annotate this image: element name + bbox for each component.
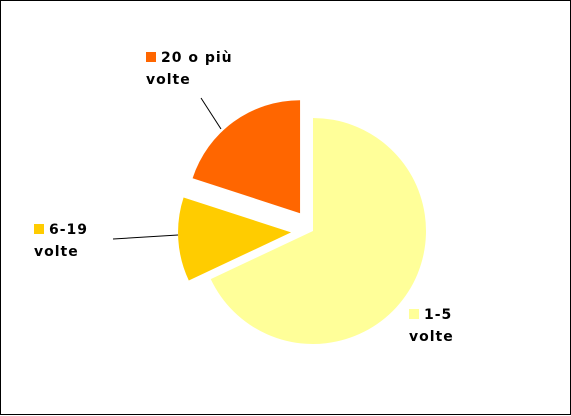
pie-slice — [178, 197, 292, 281]
pie-slice — [192, 100, 301, 214]
slice-label-text: 20 o più volte — [146, 50, 233, 88]
pie-slice — [210, 118, 427, 344]
slice-label: 20 o più volte — [146, 47, 261, 91]
slice-label: 6-19 volte — [34, 219, 114, 263]
legend-swatch — [409, 309, 419, 319]
slice-label-text: 6-19 volte — [34, 222, 89, 260]
leader-line — [112, 234, 179, 240]
slice-label: 1-5 volte — [409, 304, 489, 348]
leader-line — [200, 97, 222, 130]
slice-label-text: 1-5 volte — [409, 307, 454, 345]
legend-swatch — [34, 224, 44, 234]
legend-swatch — [146, 52, 156, 62]
